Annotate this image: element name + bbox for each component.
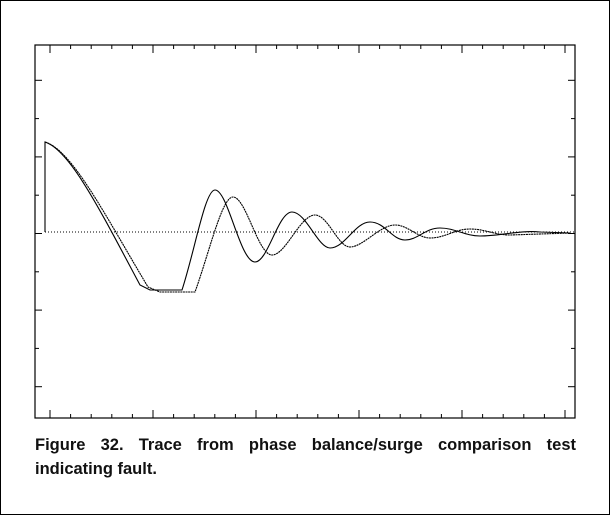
plot-box [34, 44, 576, 419]
trace-b [44, 141, 571, 293]
trace-plot [34, 44, 576, 419]
figure-caption: Figure 32. Trace from phase balance/surg… [35, 436, 576, 478]
trace-a [44, 141, 571, 291]
